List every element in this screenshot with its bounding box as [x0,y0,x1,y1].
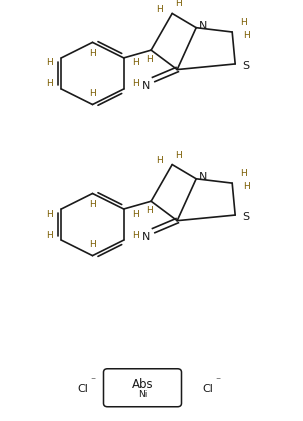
Text: H: H [89,240,96,249]
Text: H: H [243,182,250,191]
Text: ⁻: ⁻ [90,376,95,386]
Text: H: H [175,0,181,8]
Text: N: N [142,80,150,91]
Text: H: H [89,49,96,58]
Text: H: H [132,80,139,88]
Text: N: N [142,232,150,242]
FancyBboxPatch shape [104,369,181,407]
Text: Abs: Abs [132,378,153,391]
Text: H: H [146,206,153,215]
Text: Cl: Cl [202,384,213,394]
Text: H: H [46,210,53,218]
Text: N: N [199,21,207,31]
Text: H: H [46,231,53,240]
Text: H: H [240,18,247,27]
Text: H: H [156,156,162,165]
Text: S: S [243,212,250,222]
Text: Cl: Cl [78,384,88,394]
Text: H: H [132,59,139,67]
Text: H: H [240,169,247,178]
Text: H: H [132,231,139,240]
Text: H: H [243,31,250,40]
Text: H: H [46,80,53,88]
Text: H: H [46,59,53,67]
Text: H: H [156,5,162,13]
Text: H: H [146,55,153,64]
Text: H: H [89,200,96,209]
Text: H: H [89,89,96,98]
Text: N: N [199,172,207,181]
Text: H: H [132,210,139,218]
Text: S: S [243,61,250,71]
Text: ⁻: ⁻ [215,376,220,386]
Text: H: H [175,151,181,160]
Text: Ni: Ni [138,390,147,399]
